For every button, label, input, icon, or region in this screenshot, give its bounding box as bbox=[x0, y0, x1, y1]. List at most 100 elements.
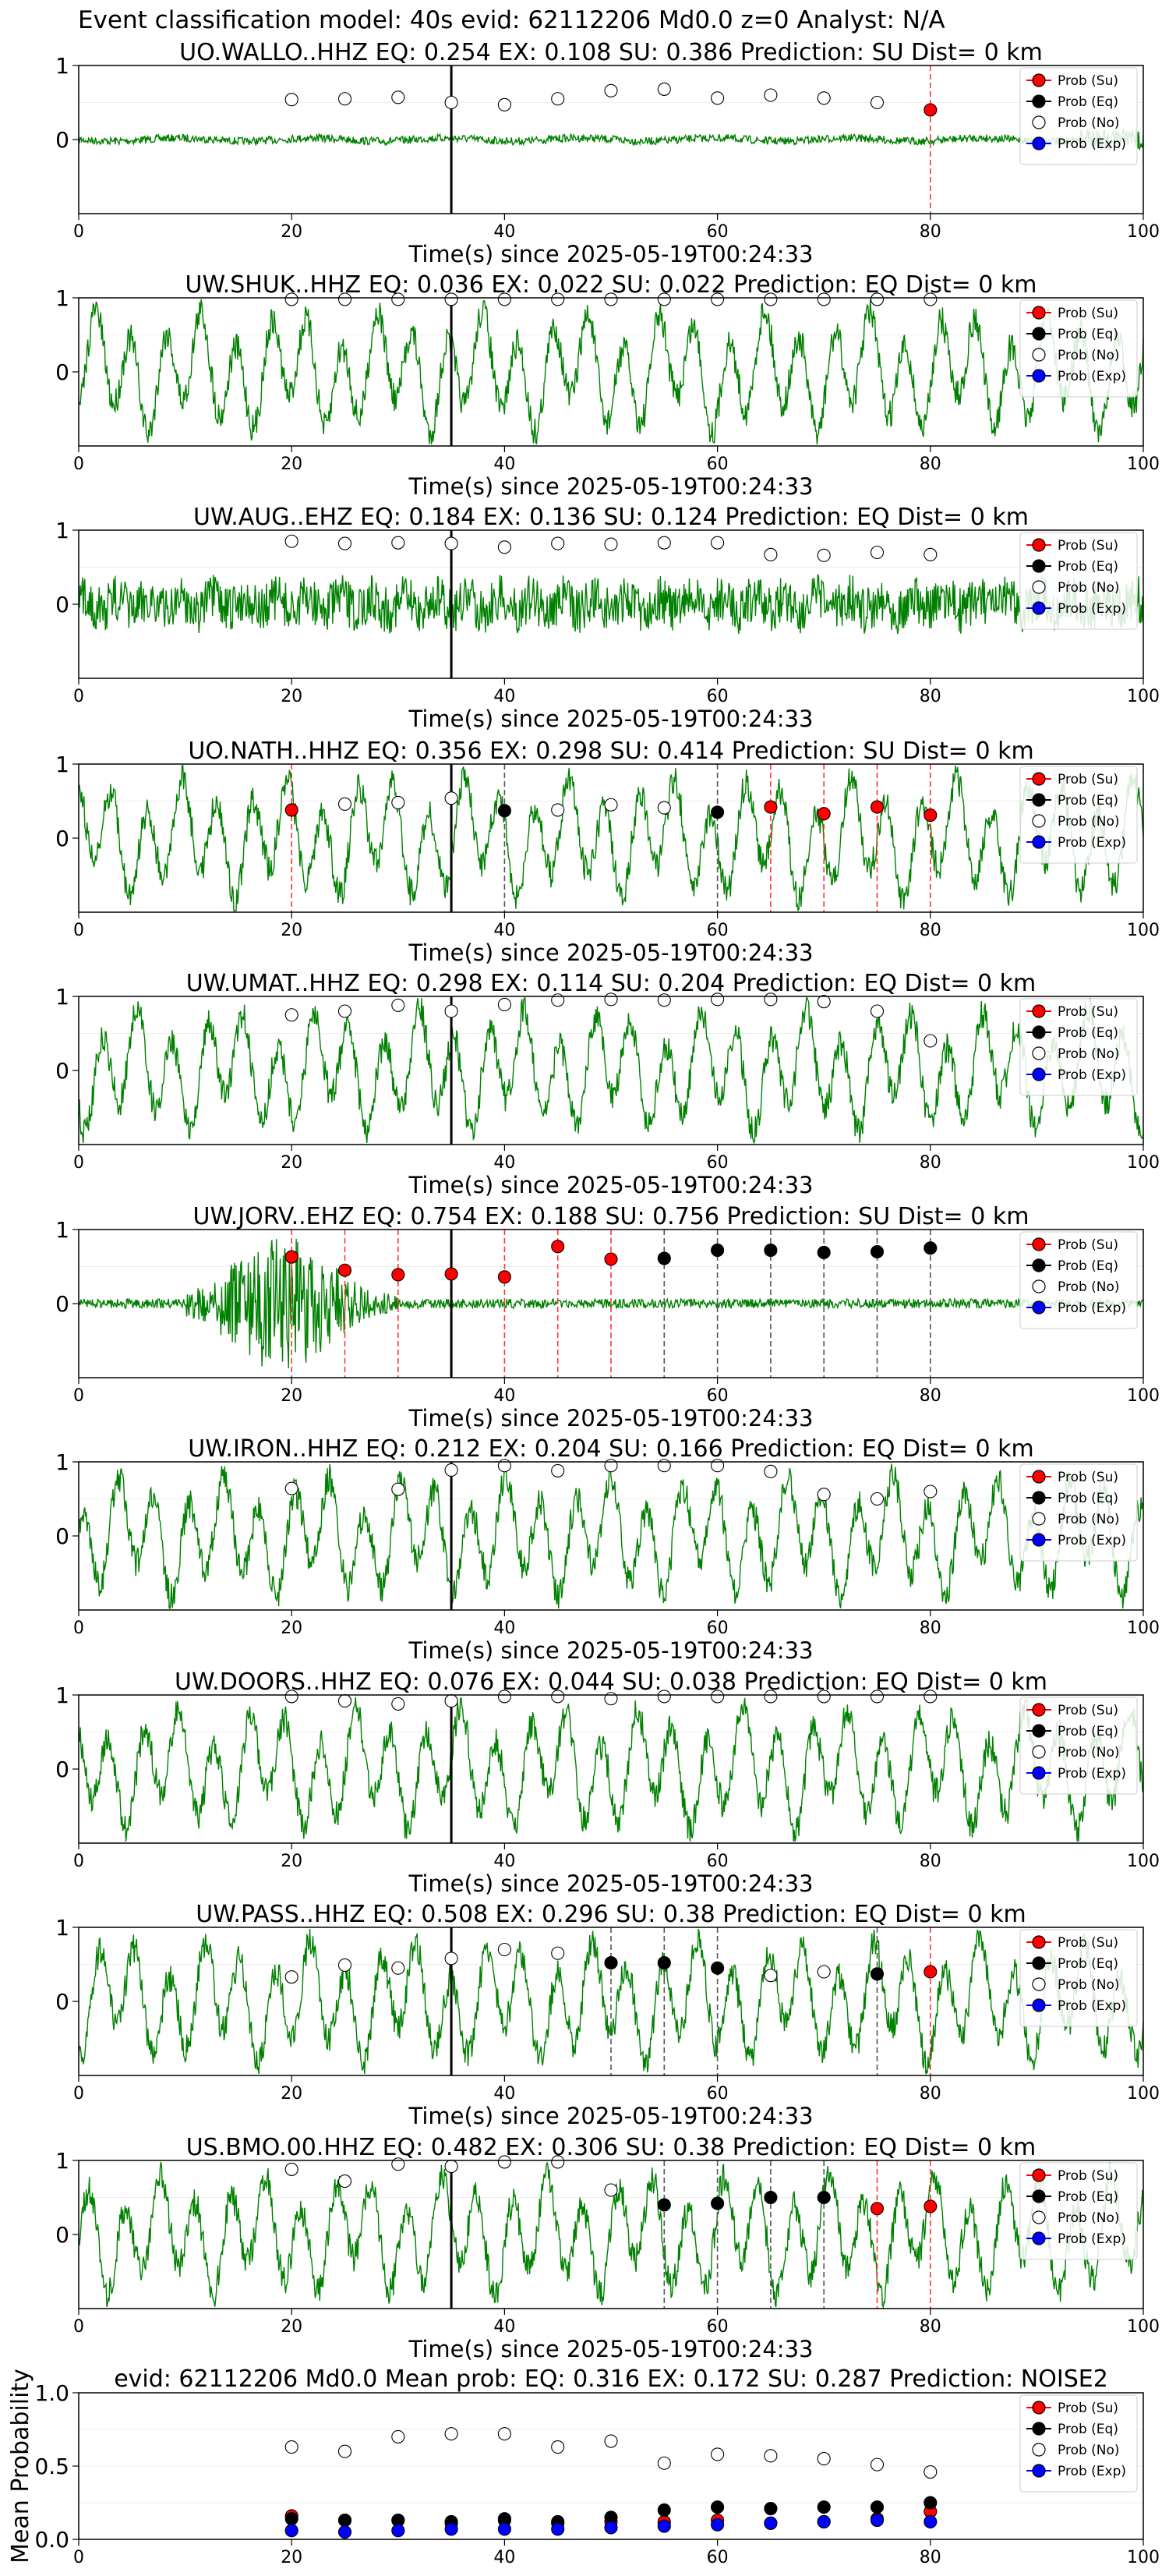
waveform-panel: UW.SHUK..HHZ EQ: 0.036 EX: 0.022 SU: 0.0… bbox=[55, 271, 1160, 500]
probability-point bbox=[337, 797, 352, 811]
legend-marker bbox=[1032, 2443, 1046, 2457]
x-tick-label: 60 bbox=[707, 2548, 729, 2567]
legend-marker bbox=[1032, 327, 1046, 341]
x-tick-label: 0 bbox=[73, 2317, 84, 2337]
x-tick-label: 0 bbox=[73, 2548, 84, 2567]
probability-point bbox=[604, 1956, 618, 1970]
waveform-panel: UW.DOORS..HHZ EQ: 0.076 EX: 0.044 SU: 0.… bbox=[55, 1668, 1160, 1897]
legend-marker bbox=[1032, 793, 1046, 807]
probability-point bbox=[604, 798, 618, 812]
probability-point bbox=[284, 1970, 298, 1984]
legend-label: Prob (Su) bbox=[1058, 73, 1118, 89]
x-tick-label: 40 bbox=[493, 921, 515, 940]
probability-point bbox=[870, 800, 885, 814]
panel-title: UW.UMAT..HHZ EQ: 0.298 EX: 0.114 SU: 0.2… bbox=[186, 970, 1037, 997]
x-tick-label: 60 bbox=[707, 921, 729, 940]
x-tick-label: 40 bbox=[493, 455, 515, 474]
x-tick-label: 80 bbox=[920, 921, 941, 940]
legend-label: Prob (Su) bbox=[1058, 2401, 1118, 2416]
legend-marker bbox=[1032, 1470, 1046, 1484]
probability-point bbox=[284, 1690, 298, 1704]
probability-point bbox=[817, 2190, 831, 2205]
legend-label: Prob (Eq) bbox=[1058, 793, 1118, 809]
legend-marker bbox=[1032, 2464, 1046, 2478]
probability-point bbox=[391, 998, 405, 1012]
legend-marker bbox=[1032, 601, 1046, 615]
legend-marker bbox=[1032, 2210, 1046, 2224]
x-tick-label: 80 bbox=[920, 1852, 941, 1871]
probability-point bbox=[337, 1958, 352, 1972]
legend-label: Prob (Eq) bbox=[1058, 559, 1118, 575]
legend-marker bbox=[1032, 348, 1046, 362]
probability-point bbox=[497, 1459, 511, 1473]
probability-point bbox=[444, 1004, 458, 1018]
legend-label: Prob (No) bbox=[1058, 1512, 1120, 1527]
probability-point bbox=[657, 536, 671, 550]
mean-probability-point bbox=[657, 2503, 671, 2517]
probability-point bbox=[497, 1690, 511, 1704]
x-tick-label: 60 bbox=[707, 2317, 729, 2337]
y-tick-label: 1 bbox=[55, 1915, 69, 1941]
y-tick-label: 0 bbox=[55, 127, 69, 153]
probability-point bbox=[284, 93, 298, 107]
plot-area bbox=[79, 996, 1143, 1145]
legend-label: Prob (Su) bbox=[1058, 1237, 1118, 1253]
probability-point bbox=[817, 1488, 831, 1502]
legend-marker bbox=[1032, 814, 1046, 828]
legend-marker bbox=[1032, 772, 1046, 786]
probability-point bbox=[924, 1034, 938, 1048]
legend-marker bbox=[1032, 1724, 1046, 1738]
x-tick-label: 60 bbox=[707, 1386, 729, 1406]
legend-box bbox=[1019, 1463, 1138, 1562]
waveform-panel: UW.UMAT..HHZ EQ: 0.298 EX: 0.114 SU: 0.2… bbox=[55, 970, 1160, 1198]
legend-marker bbox=[1032, 1956, 1046, 1970]
legend-label: Prob (Su) bbox=[1058, 306, 1118, 321]
x-tick-label: 100 bbox=[1127, 2317, 1160, 2337]
legend-marker bbox=[1032, 369, 1046, 383]
probability-point bbox=[391, 90, 405, 104]
probability-point bbox=[337, 536, 352, 550]
mean-probability-point bbox=[391, 2429, 405, 2443]
probability-point bbox=[391, 2157, 405, 2171]
probability-point bbox=[497, 540, 511, 554]
x-tick-label: 80 bbox=[920, 2084, 941, 2104]
mean-probability-point bbox=[444, 2522, 458, 2536]
y-tick-label: 1 bbox=[55, 2148, 69, 2174]
legend-label: Prob (Exp) bbox=[1058, 1998, 1126, 2014]
probability-point bbox=[497, 2155, 511, 2169]
x-tick-label: 100 bbox=[1127, 455, 1160, 474]
x-tick-label: 80 bbox=[920, 687, 941, 706]
legend-box bbox=[1019, 67, 1138, 165]
legend-label: Prob (Eq) bbox=[1058, 94, 1118, 110]
x-tick-label: 20 bbox=[281, 2317, 302, 2337]
y-tick-label: 0.5 bbox=[34, 2454, 69, 2479]
probability-point bbox=[657, 993, 671, 1007]
x-tick-label: 80 bbox=[920, 2548, 941, 2567]
legend-marker bbox=[1032, 2168, 1046, 2182]
legend-label: Prob (Su) bbox=[1058, 538, 1118, 554]
probability-point bbox=[817, 807, 831, 821]
legend-box bbox=[1019, 1929, 1138, 2027]
legend-label: Prob (Exp) bbox=[1058, 601, 1126, 617]
probability-point bbox=[497, 1270, 511, 1284]
waveform-panel: UW.JORV..EHZ EQ: 0.754 EX: 0.188 SU: 0.7… bbox=[55, 1203, 1160, 1431]
probability-point bbox=[817, 1965, 831, 1979]
legend-marker bbox=[1032, 1512, 1046, 1526]
mean-probability-point bbox=[284, 2512, 298, 2526]
probability-point bbox=[551, 1463, 565, 1477]
x-tick-label: 80 bbox=[920, 1153, 941, 1173]
legend-marker bbox=[1032, 1067, 1046, 1081]
legend-label: Prob (Eq) bbox=[1058, 2422, 1118, 2437]
probability-point bbox=[604, 1692, 618, 1706]
probability-point bbox=[764, 88, 778, 102]
probability-point bbox=[657, 82, 671, 96]
legend-label: Prob (Exp) bbox=[1058, 1533, 1126, 1548]
mean-probability-point bbox=[817, 2514, 831, 2528]
probability-point bbox=[764, 800, 778, 814]
probability-point bbox=[551, 993, 565, 1007]
legend-label: Prob (Su) bbox=[1058, 772, 1118, 787]
mean-probability-panel: evid: 62112206 Md0.0 Mean prob: EQ: 0.31… bbox=[7, 2365, 1160, 2567]
legend-marker bbox=[1032, 1533, 1046, 1547]
legend-box bbox=[1019, 532, 1138, 630]
legend-marker bbox=[1032, 2422, 1046, 2436]
